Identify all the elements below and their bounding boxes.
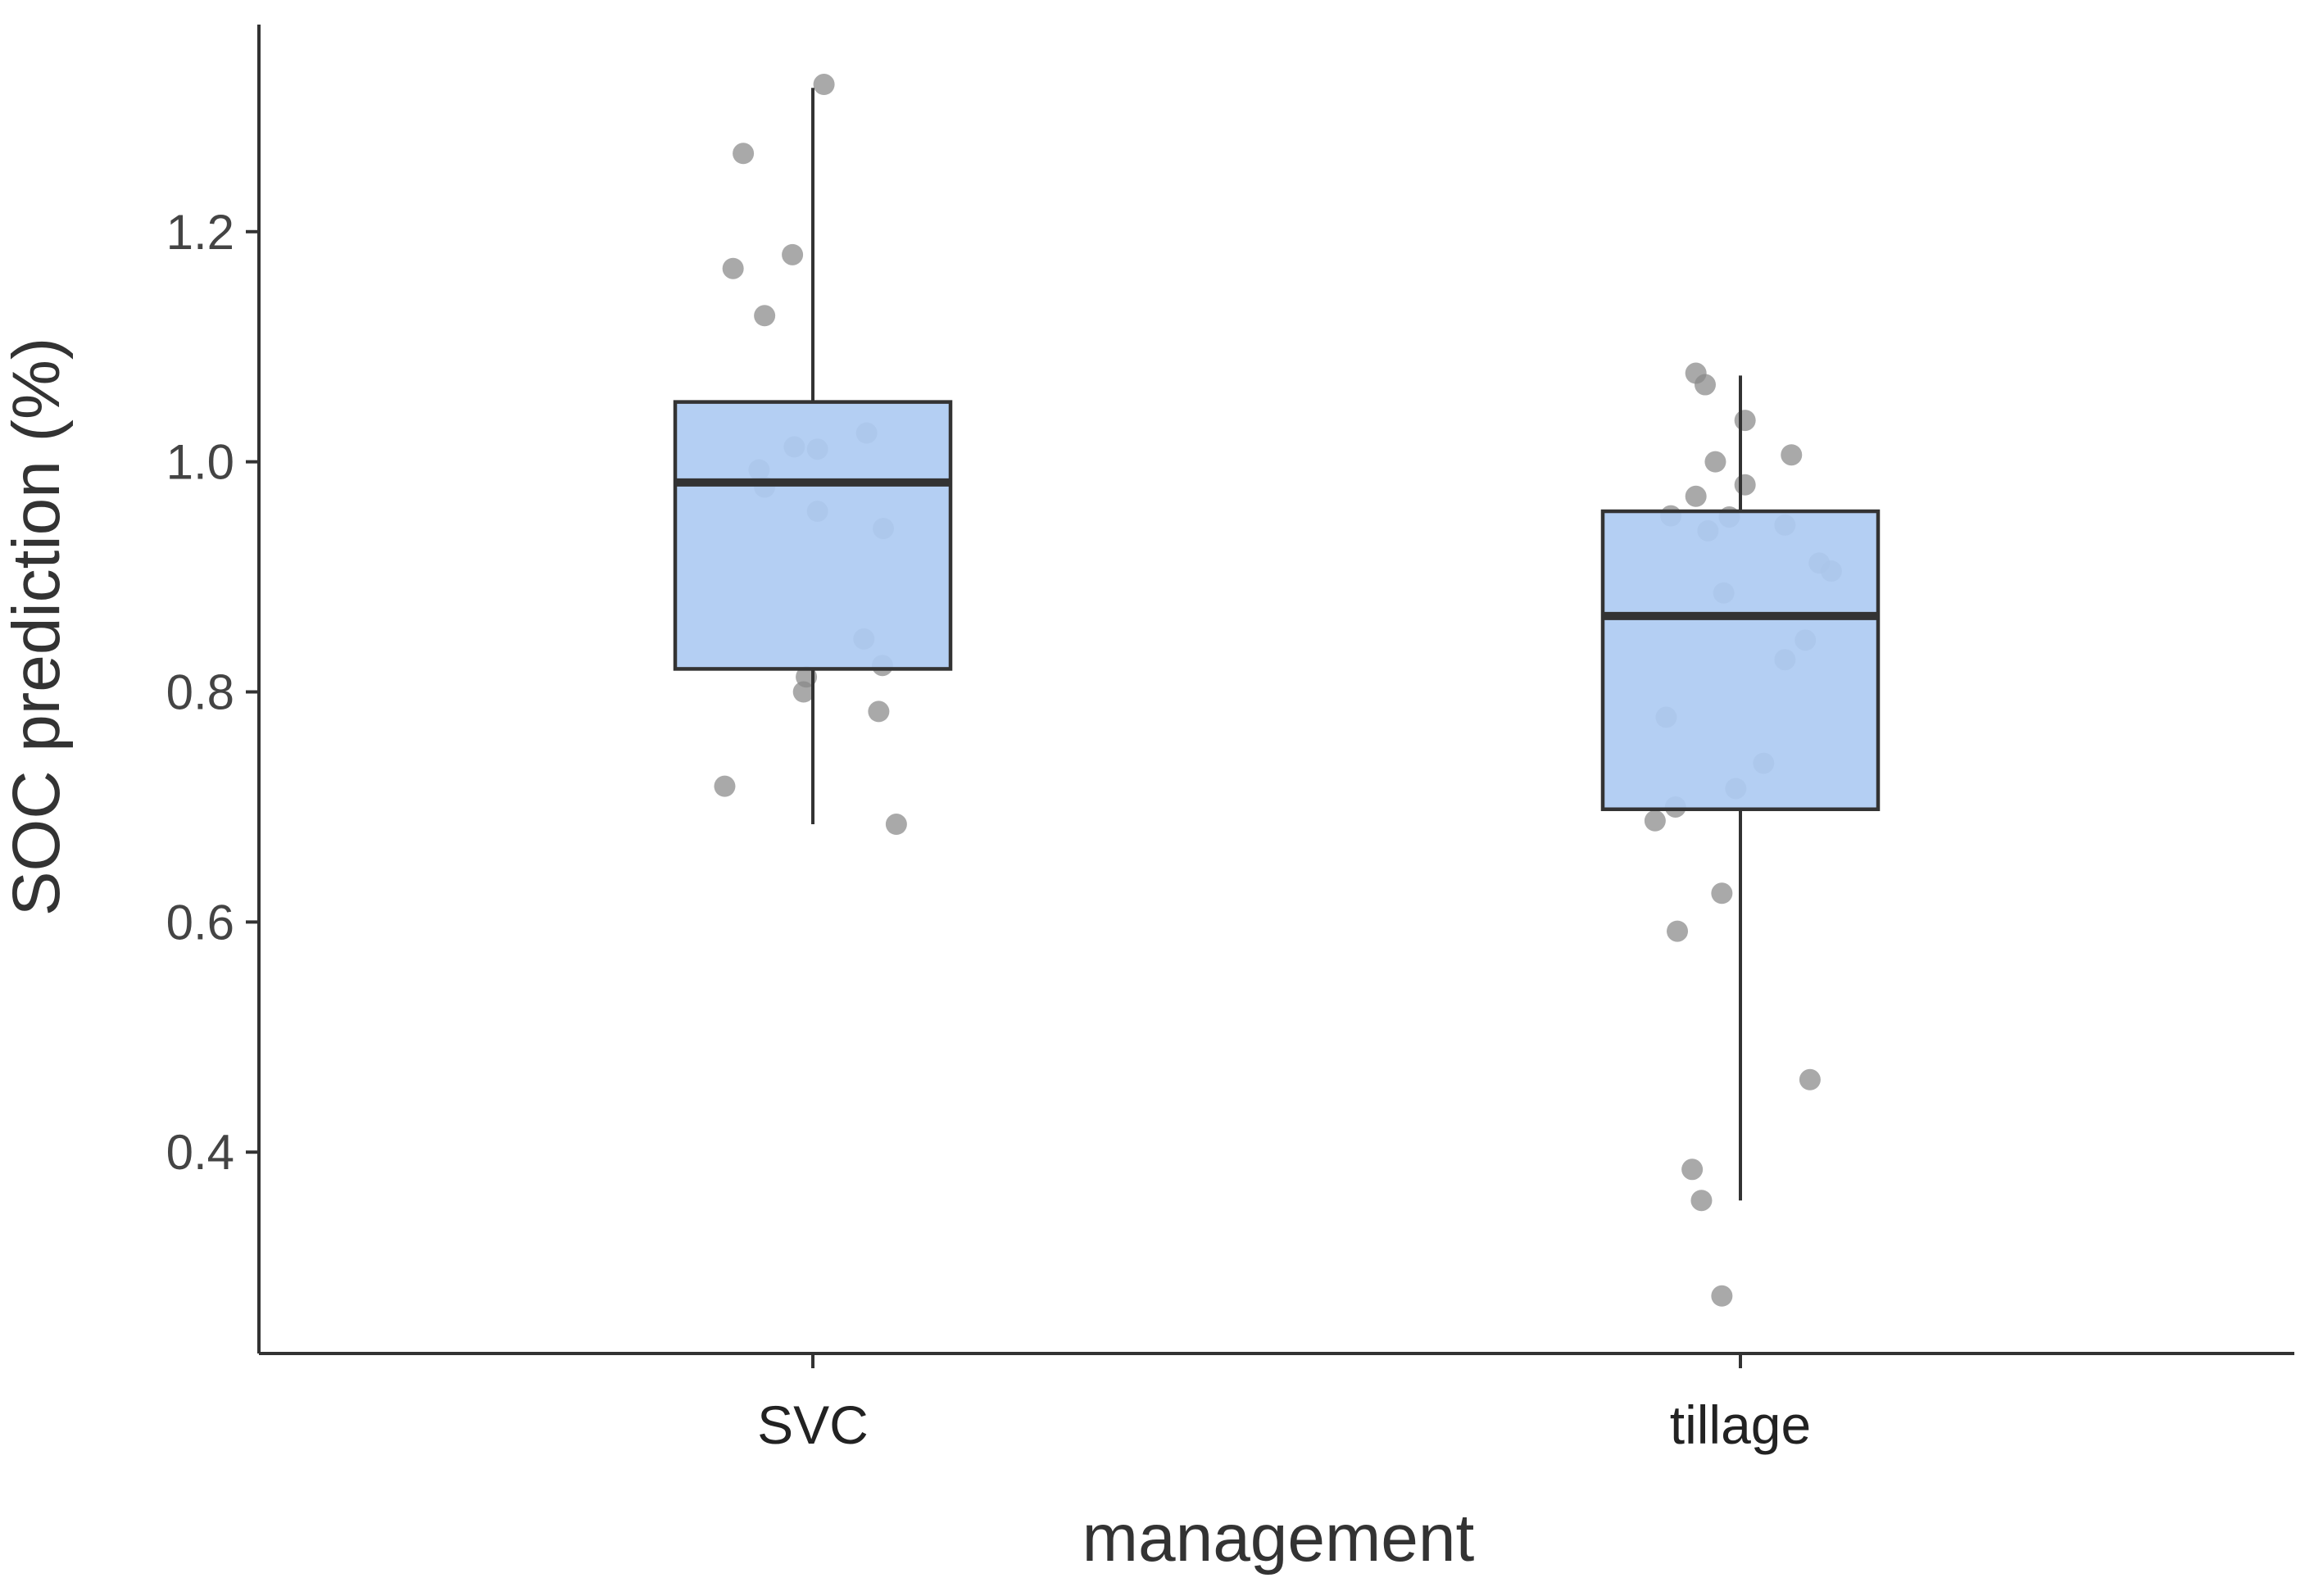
y-axis-title: SOC prediction (%) — [0, 338, 74, 916]
data-point — [754, 305, 776, 327]
box-iqr — [1600, 509, 1881, 812]
data-point — [714, 775, 736, 797]
data-point — [1781, 444, 1803, 466]
data-point — [1667, 920, 1689, 942]
data-point — [1685, 485, 1707, 507]
x-tick-label: tillage — [1670, 1394, 1811, 1455]
y-ticks: 0.4 0.6 0.8 1.0 1.2 — [166, 205, 259, 1180]
data-point — [885, 814, 907, 836]
data-point — [733, 143, 755, 165]
data-point — [868, 701, 890, 723]
data-point — [1734, 474, 1756, 496]
y-tick-label: 0.8 — [166, 665, 234, 720]
data-point — [722, 257, 744, 279]
y-tick-label: 1.2 — [166, 205, 234, 260]
data-point — [813, 74, 835, 96]
data-point — [1711, 1285, 1733, 1307]
data-point — [792, 681, 814, 703]
data-point — [782, 243, 804, 265]
data-point — [1644, 809, 1666, 832]
x-tick-label: SVC — [757, 1394, 869, 1455]
data-point — [1690, 1190, 1713, 1212]
y-tick-label: 1.0 — [166, 435, 234, 490]
data-point — [1799, 1068, 1821, 1090]
data-point — [1734, 410, 1756, 432]
y-tick-label: 0.6 — [166, 895, 234, 950]
data-point — [1704, 451, 1726, 473]
boxes-layer — [673, 88, 1881, 1201]
x-axis-title: management — [1082, 1501, 1475, 1576]
box-iqr — [673, 400, 953, 671]
x-ticks: SVC tillage — [757, 1353, 1811, 1455]
data-point — [1681, 1158, 1704, 1181]
y-tick-label: 0.4 — [166, 1125, 234, 1180]
axes-layer: 0.4 0.6 0.8 1.0 1.2 SVC tillage — [166, 25, 2294, 1455]
data-point — [1694, 374, 1716, 396]
data-point — [1711, 882, 1733, 905]
